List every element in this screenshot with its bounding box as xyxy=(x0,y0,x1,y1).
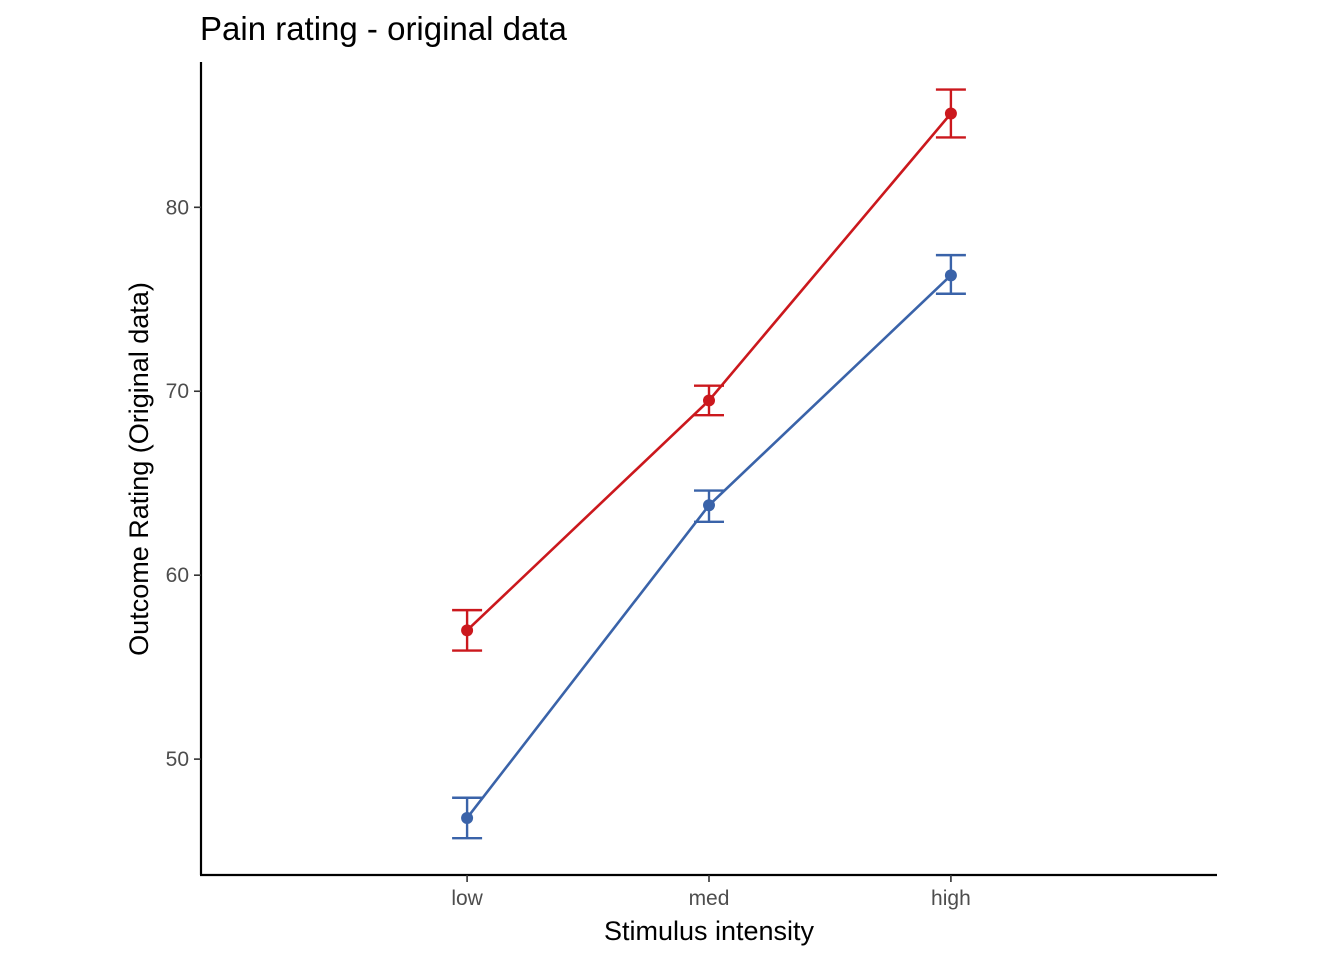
y-tick-label: 50 xyxy=(166,748,189,771)
y-axis-title: Outcome Rating (Original data) xyxy=(124,282,154,656)
data-point xyxy=(944,269,957,282)
y-tick-label: 60 xyxy=(166,564,189,587)
data-point xyxy=(703,499,715,512)
x-axis: low med high xyxy=(451,875,971,910)
x-tick-label: low xyxy=(451,887,483,910)
x-tick-label: med xyxy=(689,887,730,910)
y-tick-label: 70 xyxy=(166,380,189,403)
data-point xyxy=(461,811,474,824)
y-tick-label: 80 xyxy=(166,196,189,219)
chart-title: Pain rating - original data xyxy=(200,10,568,47)
series-1 xyxy=(452,88,966,652)
series-line xyxy=(466,112,952,632)
x-axis-title: Stimulus intensity xyxy=(604,916,815,946)
data-point xyxy=(703,394,715,407)
y-axis: 50 60 70 80 xyxy=(166,196,201,771)
series-2 xyxy=(452,253,966,840)
series-line xyxy=(466,274,952,819)
data-point xyxy=(461,624,474,637)
data-point xyxy=(944,107,957,120)
x-tick-label: high xyxy=(931,887,971,910)
plot-area xyxy=(452,88,966,840)
